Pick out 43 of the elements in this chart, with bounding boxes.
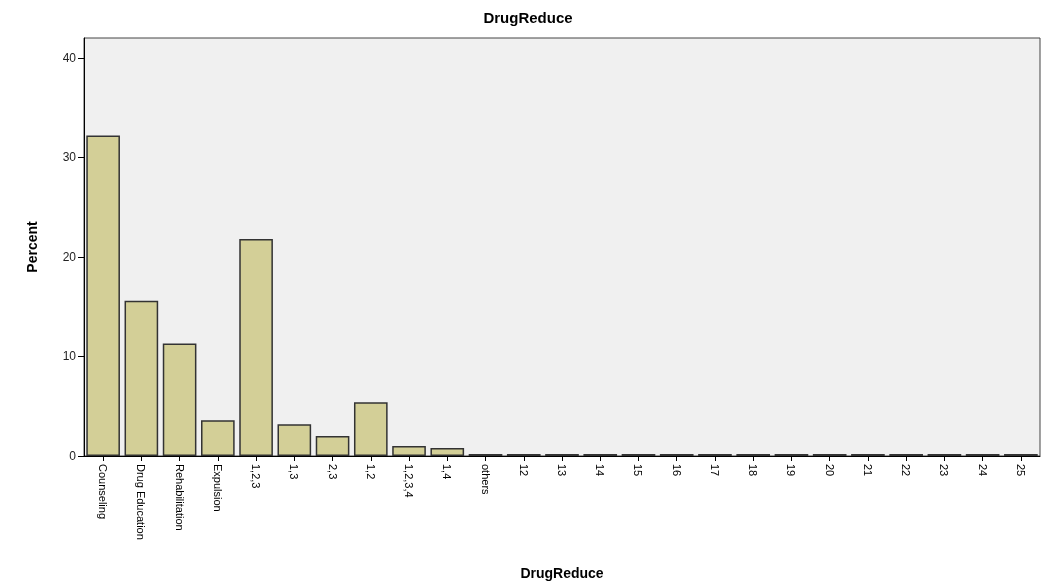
- x-tick-label: 20: [823, 464, 836, 477]
- bar: [392, 446, 426, 456]
- bar: [239, 239, 273, 456]
- y-tick-label: 20: [62, 249, 77, 264]
- x-tick-label: Counseling: [97, 464, 110, 520]
- x-tick-label: 24: [976, 464, 989, 477]
- x-tick-label: 21: [861, 464, 874, 477]
- chart-title: DrugReduce: [483, 9, 573, 26]
- x-tick-label: 25: [1014, 464, 1027, 477]
- y-tick-label: 10: [62, 349, 77, 364]
- bar: [124, 300, 159, 456]
- x-tick-label: 1,4: [441, 464, 454, 480]
- x-tick-label: 1,2,3: [250, 464, 263, 489]
- bar: [201, 420, 235, 456]
- y-tick-label: 0: [69, 449, 77, 463]
- y-tick-label: 30: [62, 150, 77, 165]
- bar: [162, 343, 197, 456]
- bar: [315, 436, 350, 456]
- x-tick-label: 12: [517, 464, 530, 477]
- x-tick-label: 15: [632, 464, 645, 477]
- y-tick-label: 40: [62, 50, 77, 65]
- x-tick-label: Drug Education: [135, 464, 148, 540]
- x-tick-label: others: [479, 464, 492, 496]
- x-tick-label: 16: [670, 464, 683, 477]
- x-tick-label: 23: [938, 464, 951, 477]
- x-tick-label: Expulsion: [211, 464, 224, 512]
- x-tick-label: 2,3: [326, 464, 339, 480]
- x-tick-label: Rehabilitation: [173, 464, 186, 531]
- bar: [277, 424, 312, 456]
- x-tick-label: 19: [785, 464, 798, 477]
- x-tick-label: 17: [708, 464, 721, 477]
- x-tick-label: 1,3: [288, 464, 301, 480]
- y-axis-title: Percent: [24, 220, 40, 273]
- x-tick-label: 1,2,3,4: [403, 464, 416, 498]
- bar: [353, 402, 388, 456]
- bar: [86, 135, 120, 456]
- x-tick-label: 18: [747, 464, 760, 477]
- x-tick-label: 14: [594, 464, 607, 477]
- x-tick-label: 1,2: [364, 464, 377, 480]
- bar: [430, 448, 465, 456]
- x-tick-label: 13: [556, 464, 568, 477]
- x-axis-title: DrugReduce: [520, 565, 604, 581]
- x-tick-label: 22: [900, 464, 913, 477]
